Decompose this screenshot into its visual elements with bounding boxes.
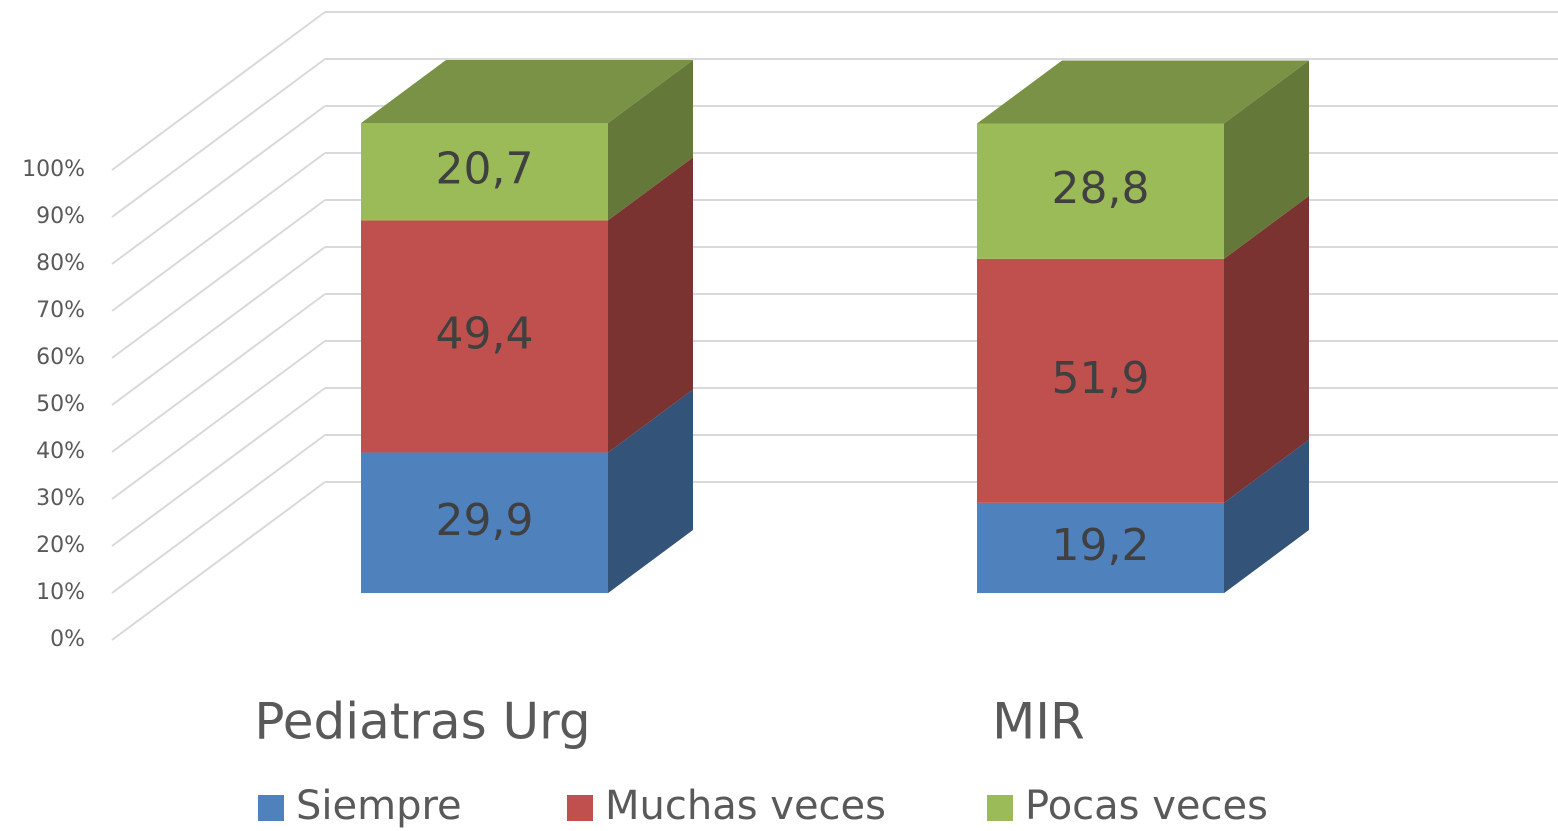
y-tick-label: 20%: [36, 533, 85, 558]
grid-line: [111, 434, 326, 594]
legend-label: Muchas veces: [605, 783, 886, 829]
data-label: 51,9: [1052, 353, 1150, 404]
data-label: 19,2: [1052, 520, 1150, 571]
legend-swatch: [567, 795, 593, 821]
y-tick-label: 90%: [36, 204, 85, 229]
legend-swatch: [258, 795, 284, 821]
y-tick-label: 30%: [36, 486, 85, 511]
bar-top: [977, 60, 1309, 124]
y-tick-label: 60%: [36, 345, 85, 370]
grid-line: [111, 293, 326, 453]
data-label: 29,9: [436, 495, 534, 546]
bar: [361, 452, 608, 594]
x-tick-label: Pediatras Urg: [254, 693, 590, 751]
y-tick-label: 80%: [36, 251, 85, 276]
bar-side: [608, 389, 693, 594]
y-tick-label: 10%: [36, 580, 85, 605]
data-label: 28,8: [1052, 163, 1150, 214]
bar: [977, 502, 1224, 594]
y-tick-label: 100%: [22, 157, 85, 182]
bar-top: [361, 60, 693, 124]
y-tick-label: 70%: [36, 298, 85, 323]
legend-label: Pocas veces: [1025, 783, 1268, 829]
bar: [361, 220, 608, 453]
bar: [977, 258, 1224, 503]
data-label: 20,7: [436, 144, 534, 195]
grid-line: [111, 11, 326, 171]
y-tick-label: 40%: [36, 439, 85, 464]
bar-side: [608, 157, 693, 453]
grid-line: [111, 105, 326, 265]
x-tick-label: MIR: [992, 693, 1085, 751]
grid-line: [111, 246, 326, 406]
bar: [977, 123, 1224, 259]
data-label: 49,4: [436, 308, 534, 359]
grid-line: [111, 58, 326, 218]
bar-side: [608, 60, 693, 221]
legend-label: Siempre: [296, 783, 462, 829]
bar-side: [1224, 195, 1309, 503]
grid-line: [111, 199, 326, 359]
grid-line: [111, 152, 326, 312]
grid-line: [111, 340, 326, 500]
legend-swatch: [987, 795, 1013, 821]
bar-side: [1224, 439, 1309, 594]
bar: [361, 123, 608, 221]
y-tick-label: 50%: [36, 392, 85, 417]
grid-line: [111, 481, 326, 641]
bar-side: [1224, 60, 1309, 259]
grid-line: [111, 387, 326, 547]
y-tick-label: 0%: [50, 627, 85, 652]
